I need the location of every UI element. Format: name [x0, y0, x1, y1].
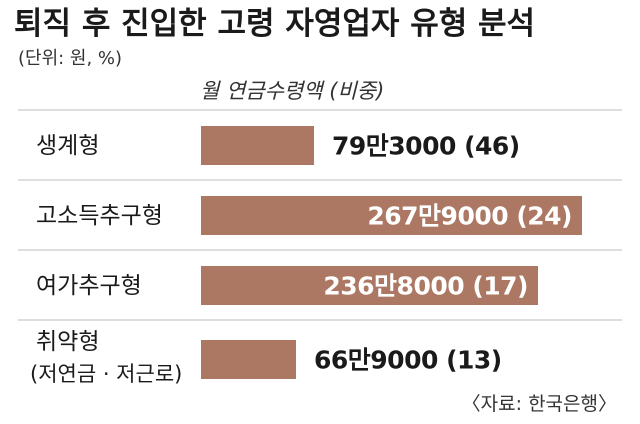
category-label: 고소득추구형 [36, 203, 163, 229]
category-label: 생계형 [36, 133, 99, 159]
chart-title: 퇴직 후 진입한 고령 자영업자 유형 분석 [14, 6, 535, 42]
data-label: 79만3000 (46) [332, 132, 520, 161]
category-sublabel: (저연금 · 저근로) [30, 362, 182, 386]
unit-note: (단위: 원, %) [18, 48, 122, 69]
data-label: 236만8000 (17) [323, 272, 528, 301]
bar [201, 340, 296, 379]
row-dividers [18, 109, 622, 321]
value-labels: 79만3000 (46) 267만9000 (24) 236만8000 (17) 66… [314, 132, 573, 375]
category-label: 여가추구형 [36, 273, 142, 299]
data-label: 267만9000 (24) [367, 202, 572, 231]
series-label: 월 연금수령액 (비중) [200, 79, 384, 103]
source-note: 〈자료: 한국은행〉 [462, 393, 617, 415]
bars-group [201, 126, 582, 379]
bar [201, 196, 582, 235]
bar [201, 126, 314, 165]
data-label: 66만9000 (13) [314, 346, 502, 375]
bar [201, 266, 538, 305]
category-label: 취약형 [36, 329, 99, 355]
